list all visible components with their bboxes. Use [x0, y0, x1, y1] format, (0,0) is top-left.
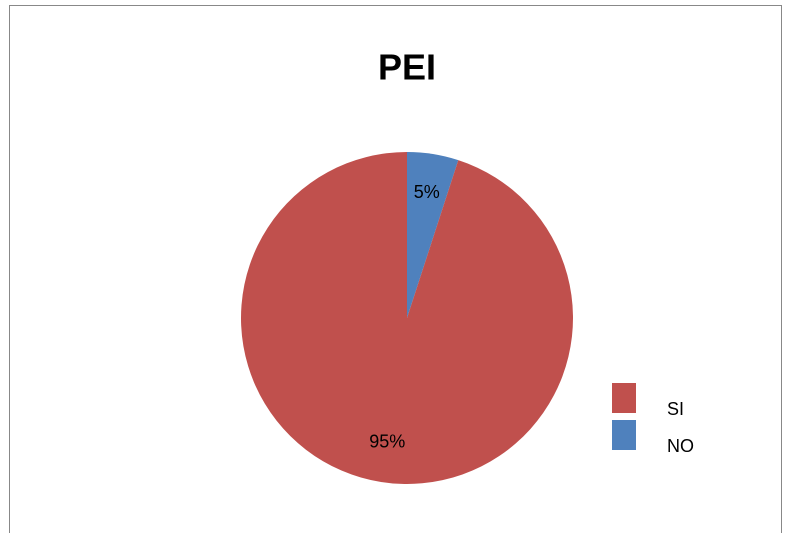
legend-label: NO	[667, 436, 694, 456]
data-label: 95%	[369, 431, 405, 451]
legend-swatch	[612, 420, 636, 450]
legend-label: SI	[667, 399, 684, 419]
legend-swatch	[612, 383, 636, 413]
chart-title: PEI	[378, 47, 436, 88]
pie-slice	[241, 152, 573, 485]
data-label: 5%	[414, 182, 440, 202]
pie-slice	[407, 152, 459, 318]
